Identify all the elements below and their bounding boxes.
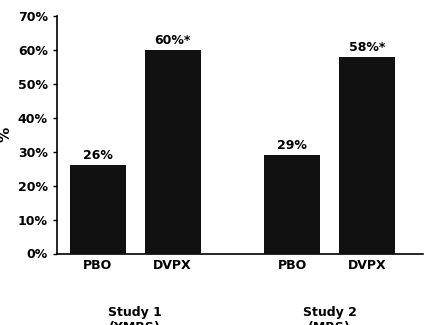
Bar [339, 57, 395, 254]
Text: Study 1
(YMRS): Study 1 (YMRS) [108, 306, 162, 325]
Text: 29%: 29% [277, 139, 307, 152]
Text: 60%*: 60%* [154, 34, 191, 47]
Bar [144, 50, 201, 254]
Y-axis label: %: % [0, 127, 12, 142]
Text: Study 2
(MRS): Study 2 (MRS) [303, 306, 356, 325]
Text: 58%*: 58%* [349, 41, 385, 54]
Bar [264, 155, 320, 254]
Bar [70, 165, 126, 254]
Text: 26%: 26% [83, 149, 113, 162]
